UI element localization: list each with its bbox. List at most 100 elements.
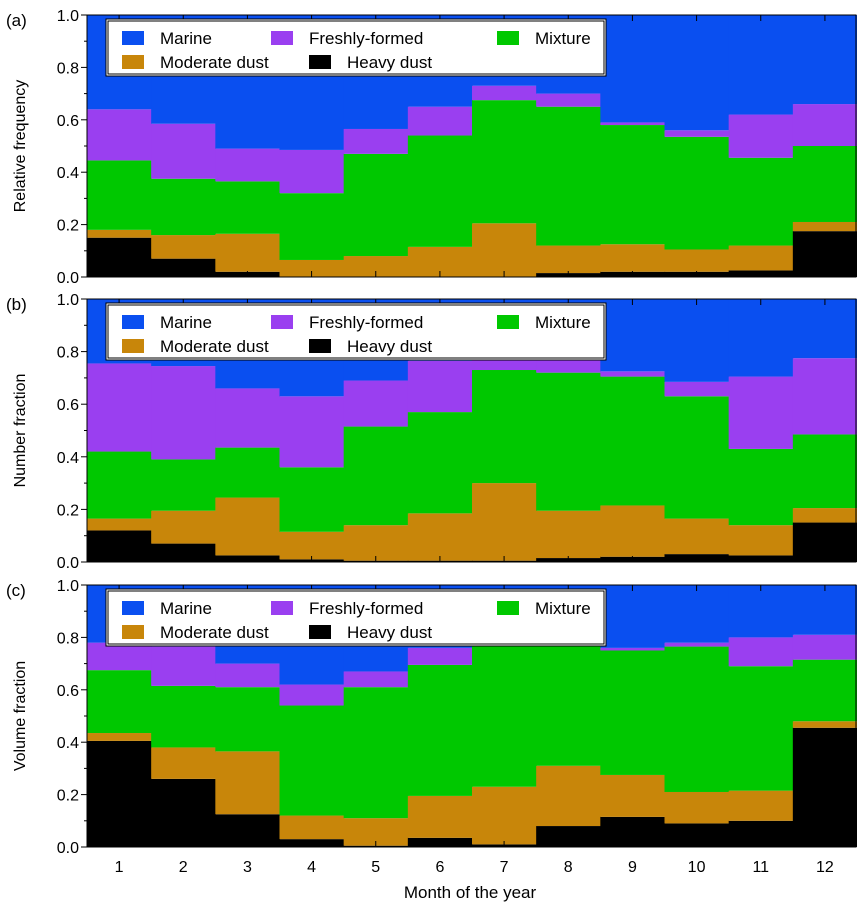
bar-mixture-month-8 [536,645,601,766]
x-tick-label: 12 [816,859,834,876]
panels: 0.0 0.2 0.4 0.6 0.8 1.0 Relative frequency (a) M… [6,8,857,857]
bar-freshly-formed-month-10 [664,381,730,397]
bar-mixture-month-7 [472,640,537,787]
y-tick-label: 0.6 [57,113,79,130]
panel-b: 0.0 0.2 0.4 0.6 0.8 1.0 Number fraction (b) Mari… [6,292,857,572]
bar-marine-month-9 [600,585,666,648]
y-tick-label: 0.8 [57,345,79,362]
bar-heavy-dust-month-1 [87,740,152,847]
legend-swatch-moderate-dust [122,339,144,353]
y-tick-label: 1.0 [57,292,79,309]
bar-freshly-formed-month-9 [600,647,666,651]
legend-swatch-marine [122,315,144,329]
x-tick-label: 8 [564,859,573,876]
bar-mixture-month-9 [600,125,666,245]
y-tick-labels: 0.0 0.2 0.4 0.6 0.8 1.0 [57,578,79,857]
tick-marks [81,298,826,563]
x-tick-label: 4 [307,859,316,876]
plot-frame [86,298,857,563]
y-tick-label: 0.2 [57,502,79,519]
x-axis-label: Month of the year [404,883,537,902]
bar-moderate-dust-month-2 [151,510,216,544]
bar-freshly-formed-month-8 [536,359,601,373]
y-tick-labels: 0.0 0.2 0.4 0.6 0.8 1.0 [57,292,79,572]
bar-freshly-formed-month-5 [343,128,409,154]
bar-freshly-formed-month-9 [600,371,666,377]
legend-swatch-heavy-dust [309,625,331,639]
bar-moderate-dust-month-9 [600,244,666,272]
bar-freshly-formed-month-6 [407,360,473,413]
bar-marine-month-10 [664,15,730,131]
legend-swatch-moderate-dust [122,625,144,639]
y-tick-label: 0.4 [57,450,79,467]
y-tick-label: 0.0 [57,270,79,287]
legend-swatch-moderate-dust [122,55,144,69]
bar-freshly-formed-month-11 [728,637,794,667]
bar-mixture-month-5 [343,153,409,257]
panel-a: 0.0 0.2 0.4 0.6 0.8 1.0 Relative frequency (a) M… [6,8,857,287]
bar-freshly-formed-month-1 [87,363,152,452]
legend-label-heavy-dust: Heavy dust [347,623,432,642]
legend-label-heavy-dust: Heavy dust [347,337,432,356]
legend-swatch-mixture [497,315,519,329]
bar-freshly-formed-month-11 [728,376,794,449]
bar-freshly-formed-month-3 [215,388,281,448]
x-tick-label: 2 [179,859,188,876]
bar-moderate-dust-month-10 [664,249,730,272]
bar-heavy-dust-month-12 [792,231,857,277]
legend-swatch-mixture [497,601,519,615]
bar-freshly-formed-month-2 [151,123,216,179]
bar-moderate-dust-month-3 [215,233,281,272]
bar-mixture-month-1 [87,670,152,734]
bar-mixture-month-3 [215,181,281,234]
bar-marine-month-11 [728,299,794,377]
bar-mixture-month-11 [728,448,794,526]
bar-moderate-dust-month-5 [343,256,409,277]
x-tick-label: 6 [435,859,444,876]
bar-freshly-formed-month-10 [664,642,730,647]
plot-frame [86,584,857,848]
bar-freshly-formed-month-12 [792,358,857,435]
panel-label: (b) [6,295,27,314]
bar-mixture-month-1 [87,451,152,519]
bar-moderate-dust-month-12 [792,221,857,232]
x-tick-label: 7 [500,859,509,876]
bar-heavy-dust-month-2 [151,778,216,847]
panel-c: 0.0 0.2 0.4 0.6 0.8 1.0 Volume fraction (c) Mari… [6,578,857,857]
panel-label: (a) [6,11,27,30]
y-tick-labels: 0.0 0.2 0.4 0.6 0.8 1.0 [57,8,79,287]
bar-marine-month-12 [792,15,857,105]
legend-swatch-marine [122,31,144,45]
y-tick-label: 0.8 [57,60,79,77]
bar-moderate-dust-month-8 [536,245,601,274]
panel-label: (c) [6,581,26,600]
y-tick-label: 0.2 [57,218,79,235]
bar-heavy-dust-month-12 [792,727,857,847]
bar-moderate-dust-month-12 [792,721,857,728]
bar-mixture-month-1 [87,160,152,230]
bar-moderate-dust-month-11 [728,525,794,556]
bar-freshly-formed-month-7 [472,359,537,371]
bar-marine-month-9 [600,299,666,372]
legend-label-heavy-dust: Heavy dust [347,53,432,72]
legend: Marine Freshly-formed Mixture Moderate dust… [105,302,607,361]
bar-freshly-formed-month-4 [279,149,345,194]
bar-moderate-dust-month-7 [472,786,537,845]
bar-freshly-formed-month-7 [472,85,537,101]
x-axis: 1 2 3 4 5 6 7 8 9 10 11 12 Month of the year [115,859,834,902]
legend-label-freshly-formed: Freshly-formed [309,313,423,332]
x-tick-label: 10 [688,859,706,876]
legend-swatch-freshly-formed [271,31,293,45]
bar-moderate-dust-month-1 [87,229,152,238]
bar-mixture-month-8 [536,372,601,511]
bar-mixture-month-4 [279,467,345,532]
bar-marine-month-10 [664,299,730,382]
bar-mixture-month-9 [600,650,666,775]
plot-frame [86,14,857,278]
bar-mixture-month-4 [279,705,345,816]
bar-moderate-dust-month-5 [343,525,409,561]
x-tick-label: 1 [115,859,124,876]
bar-moderate-dust-month-10 [664,518,730,555]
y-tick-label: 1.0 [57,8,79,25]
x-tick-label: 5 [371,859,380,876]
